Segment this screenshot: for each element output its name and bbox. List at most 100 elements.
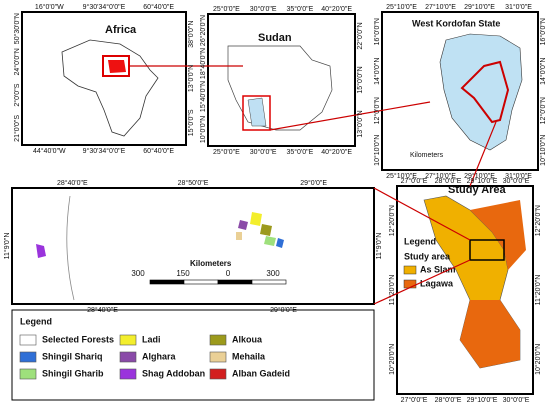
coord-label: 2°0'0"S xyxy=(13,83,21,106)
coord-label: 28°40'0"E xyxy=(87,306,118,314)
coord-label: 40°20'0"E xyxy=(321,5,352,13)
coord-label: 9°30'34°0'0"E xyxy=(83,3,126,11)
coord-label: 12°20'0"N xyxy=(388,205,396,236)
connector xyxy=(469,121,497,187)
legend-label: Selected Forests xyxy=(42,334,114,344)
legend-swatch xyxy=(119,351,137,363)
legend-label: Mehaila xyxy=(232,351,266,361)
coord-label: 29°10'0"E xyxy=(464,172,495,180)
africa-shape xyxy=(61,39,159,137)
coord-label: 25°0'0"E xyxy=(213,148,240,156)
detail-frame xyxy=(11,187,375,305)
coord-label: 25°0'0"E xyxy=(213,5,240,13)
legend-label: As Slam xyxy=(420,264,456,274)
legend-swatch xyxy=(403,265,417,275)
coord-label: 14°0'0"N xyxy=(539,58,547,85)
forest xyxy=(250,212,262,226)
kordofan-frame xyxy=(381,11,539,171)
scale-tick: 0 xyxy=(226,269,231,278)
scale-title: Kilometers xyxy=(410,152,444,159)
scale-tick: 150 xyxy=(176,269,190,278)
connector xyxy=(373,187,471,241)
coord-label: 31°0'0"E xyxy=(505,172,532,180)
forest xyxy=(264,236,276,246)
legend-frame xyxy=(11,309,375,401)
study-frame xyxy=(396,185,534,395)
legend-swatch xyxy=(209,334,227,346)
coord-label: 10°20'0"N xyxy=(388,344,396,375)
scale-segment xyxy=(149,279,185,285)
legend-swatch xyxy=(19,368,37,380)
coord-label: 13°0'0"N xyxy=(356,110,364,137)
scale-segment xyxy=(217,279,253,285)
legend-swatch xyxy=(209,368,227,380)
coord-label: 30°0'0"E xyxy=(250,148,277,156)
coord-label: 31°0'0"E xyxy=(505,3,532,11)
coord-label: 22°0'0"N xyxy=(356,22,364,49)
coord-label: 12°20'0"N xyxy=(534,205,542,236)
coord-label: 29°10'0"E xyxy=(464,3,495,11)
coord-label: 29°10'0"E xyxy=(467,396,498,404)
boundary xyxy=(66,195,75,301)
coord-label: 16°0'0"N xyxy=(373,18,381,45)
legend-label: Lagawa xyxy=(420,278,454,288)
coord-label: 25°10'0"E xyxy=(386,3,417,11)
legend-swatch xyxy=(119,334,137,346)
legend-swatch xyxy=(19,334,37,346)
coord-label: 30°0'0"E xyxy=(503,177,530,185)
coord-label: 38°0'0"N xyxy=(187,21,195,48)
coord-label: 35°0'0"E xyxy=(286,148,313,156)
coord-label: 9°30'34°0'0"E xyxy=(83,147,126,155)
study-outline xyxy=(460,60,510,124)
kordofan-shape xyxy=(439,33,523,151)
legend: Selected Forests Shingil Shariq Shingil Gh… xyxy=(19,334,290,380)
connector xyxy=(373,259,471,305)
connectors xyxy=(129,65,497,305)
legend-label: Study area xyxy=(404,251,451,261)
sudan-fill xyxy=(108,60,126,73)
coord-label: 30°0'0"E xyxy=(250,5,277,13)
legend-title: Legend xyxy=(20,316,52,326)
coord-label: 14°0'0"N xyxy=(373,58,381,85)
kordofan-box xyxy=(242,95,271,131)
coord-label: 15°0'0"N xyxy=(356,66,364,93)
coord-label: 10°0'0"N xyxy=(199,116,207,143)
scale-tick: 300 xyxy=(266,269,280,278)
coord-label: 28°0'0"E xyxy=(435,396,462,404)
legend-label: Shingil Gharib xyxy=(42,368,104,378)
study-legend: As Slam Lagawa xyxy=(403,264,456,288)
legend-label: Shag Addoban xyxy=(142,368,205,378)
coord-label: 29°0'0"E xyxy=(300,179,327,187)
sudan-frame xyxy=(207,13,356,147)
legend-label: Shingil Shariq xyxy=(42,351,103,361)
kordofan-region xyxy=(247,97,267,127)
coord-label: 29°10'0"E xyxy=(467,177,498,185)
coord-label: 60°40'0"E xyxy=(143,147,174,155)
lagawa xyxy=(460,200,526,368)
coord-label: 24°0'0"N xyxy=(13,48,21,75)
coord-label: 16°0'0"W xyxy=(35,3,64,11)
legend-label: Alghara xyxy=(142,351,177,361)
coord-label: 27°0'0"E xyxy=(401,177,428,185)
panel-title: West Kordofan State xyxy=(412,18,500,28)
coord-label: 11°20'0"N xyxy=(388,275,396,306)
scale-segment xyxy=(183,279,219,285)
coord-label: 27°10'0"E xyxy=(425,3,456,11)
coord-label: 12°0'0"N xyxy=(539,97,547,124)
coord-label: 25°10'0"E xyxy=(386,172,417,180)
forest xyxy=(236,232,242,240)
forest xyxy=(260,224,272,236)
coord-label: 27°10'0"E xyxy=(425,172,456,180)
legend-swatch xyxy=(19,351,37,363)
forest xyxy=(276,238,284,248)
coord-label: 13°0'0"N xyxy=(187,65,195,92)
coord-label: 28°0'0"E xyxy=(435,177,462,185)
coord-label: 11°9'0"N xyxy=(3,233,11,260)
coord-label: 18°40'0"N xyxy=(199,48,207,79)
coord-label: 15°40'0"N xyxy=(199,81,207,112)
coord-label: 60°40'0"E xyxy=(143,3,174,11)
coord-label: 27°0'0"E xyxy=(401,396,428,404)
legend-label: Alban Gadeid xyxy=(232,368,290,378)
